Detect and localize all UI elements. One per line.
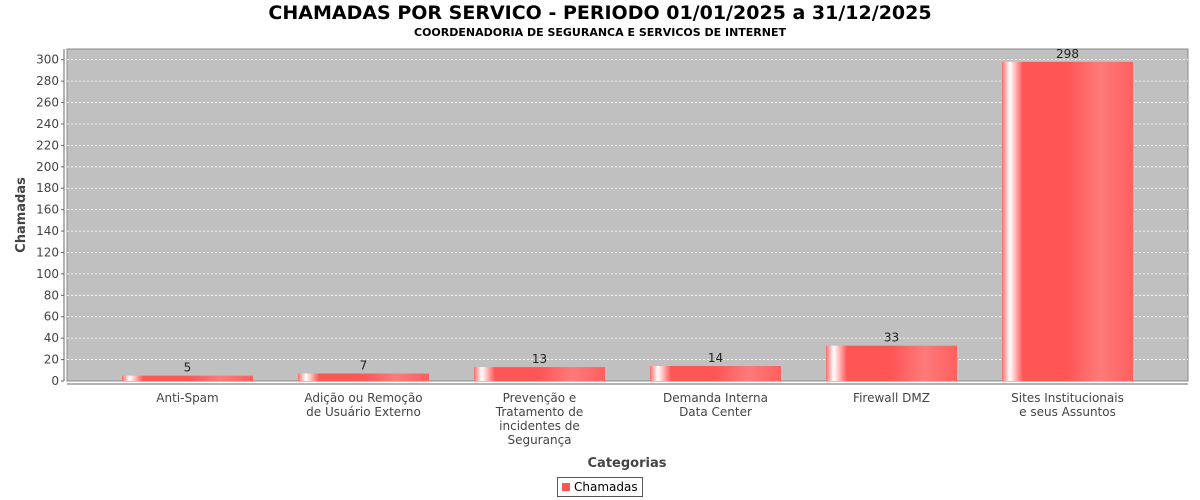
y-tick-label: 240 xyxy=(36,117,59,131)
chart-subtitle: COORDENADORIA DE SEGURANCA E SERVICOS DE… xyxy=(414,26,786,39)
data-label: 5 xyxy=(184,361,192,375)
x-tick-label: Demanda Interna Data Center xyxy=(663,391,768,419)
x-tick-label: Firewall DMZ xyxy=(853,391,930,405)
bar xyxy=(122,375,253,381)
x-tick-label: Prevenção e Tratamento de incidentes de Seg… xyxy=(495,391,583,447)
bar xyxy=(650,366,781,381)
y-tick-label: 0 xyxy=(51,374,59,388)
x-tick-label: Anti-Spam xyxy=(156,391,218,405)
y-tick-label: 20 xyxy=(44,353,59,367)
y-tick-label: 100 xyxy=(36,267,59,281)
x-tick-label: Adição ou Remoção de Usuário Externo xyxy=(304,391,422,419)
bar xyxy=(1002,61,1133,381)
chart-title: CHAMADAS POR SERVICO - PERIODO 01/01/202… xyxy=(268,2,932,24)
bar xyxy=(298,373,429,381)
y-tick-label: 280 xyxy=(36,74,59,88)
y-tick-label: 200 xyxy=(36,160,59,174)
x-axis: Anti-Spam Adição ou Remoção de Usuário Ext… xyxy=(67,383,1188,447)
grid-lines xyxy=(67,59,1188,360)
x-tick-label: Sites Institucionais e seus Assuntos xyxy=(1011,391,1124,419)
plot-area xyxy=(66,48,1189,382)
bars: 5 7 13 14 33 298 xyxy=(122,47,1133,381)
y-tick-label: 60 xyxy=(44,310,59,324)
legend-label: Chamadas xyxy=(574,480,638,494)
legend: Chamadas xyxy=(557,477,643,497)
bar xyxy=(474,367,605,381)
y-tick-label: 300 xyxy=(36,53,59,67)
y-axis: 0 20 40 60 80 100 120 140 160 180 200 220 240 260 280 3… xyxy=(36,49,65,388)
x-axis-label: Categorias xyxy=(588,456,667,471)
data-label: 7 xyxy=(360,359,368,373)
y-tick-label: 160 xyxy=(36,203,59,217)
y-tick-label: 180 xyxy=(36,181,59,195)
y-tick-label: 120 xyxy=(36,245,59,259)
data-label: 33 xyxy=(884,331,899,345)
data-label: 298 xyxy=(1056,47,1079,61)
data-label: 14 xyxy=(708,351,723,365)
y-tick-label: 140 xyxy=(36,224,59,238)
y-axis-label: Chamadas xyxy=(14,177,29,253)
y-tick-label: 260 xyxy=(36,96,59,110)
y-tick-label: 40 xyxy=(44,331,59,345)
y-tick-label: 220 xyxy=(36,138,59,152)
data-label: 13 xyxy=(532,352,547,366)
y-tick-label: 80 xyxy=(44,288,59,302)
bar xyxy=(826,345,957,381)
legend-swatch xyxy=(562,483,570,491)
